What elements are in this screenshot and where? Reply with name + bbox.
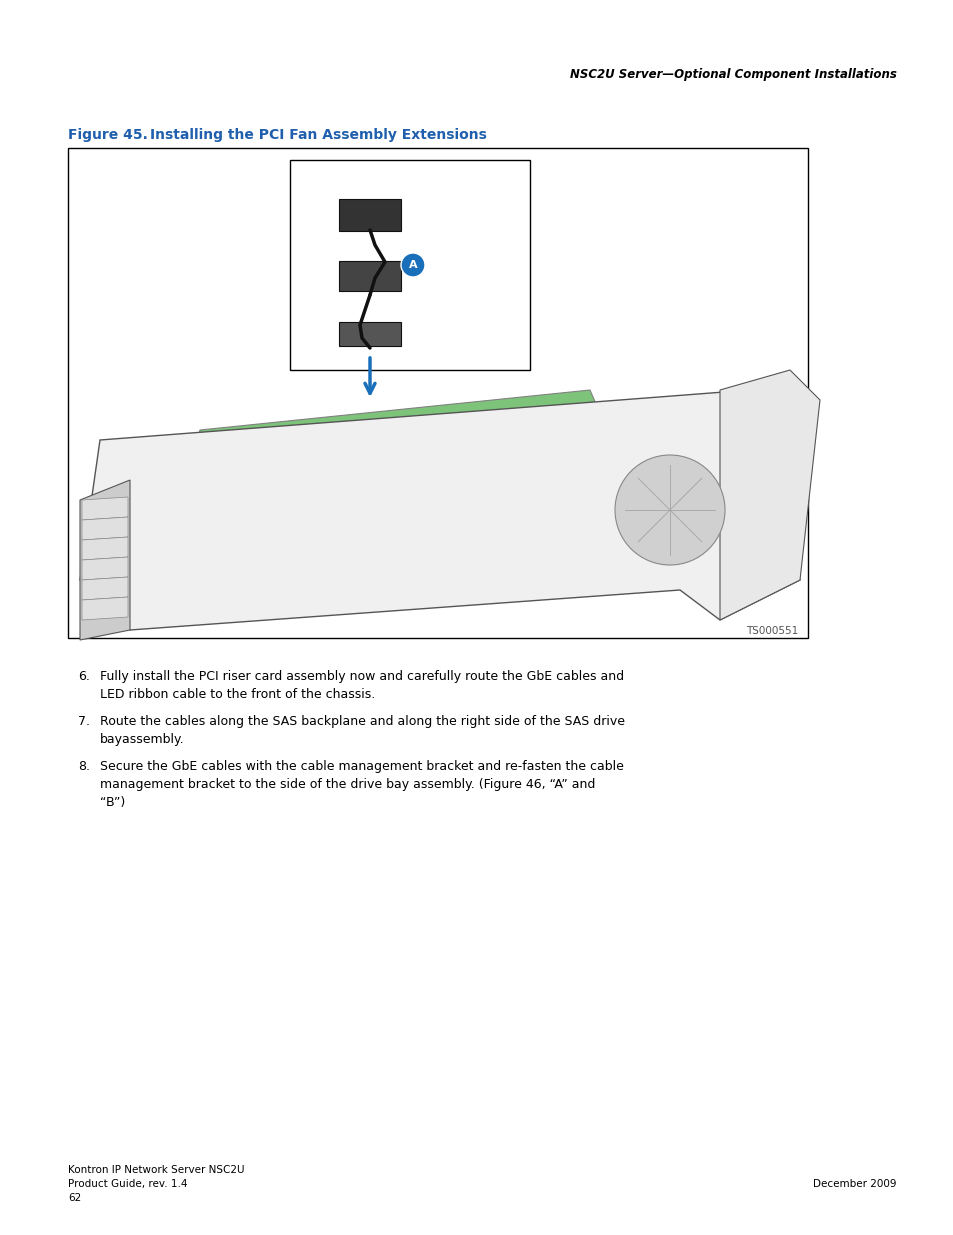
Text: Secure the GbE cables with the cable management bracket and re-fasten the cable
: Secure the GbE cables with the cable man… bbox=[100, 760, 623, 809]
Polygon shape bbox=[180, 390, 619, 500]
Text: TS000551: TS000551 bbox=[745, 626, 797, 636]
Text: 8.: 8. bbox=[78, 760, 90, 773]
Text: Fully install the PCI riser card assembly now and carefully route the GbE cables: Fully install the PCI riser card assembl… bbox=[100, 671, 623, 701]
Text: 7.: 7. bbox=[78, 715, 90, 727]
Polygon shape bbox=[82, 517, 128, 540]
FancyBboxPatch shape bbox=[68, 148, 807, 638]
FancyBboxPatch shape bbox=[338, 322, 400, 346]
Polygon shape bbox=[82, 597, 128, 620]
FancyBboxPatch shape bbox=[290, 161, 530, 370]
Text: Product Guide, rev. 1.4: Product Guide, rev. 1.4 bbox=[68, 1179, 188, 1189]
FancyBboxPatch shape bbox=[338, 199, 400, 231]
Text: 62: 62 bbox=[68, 1193, 81, 1203]
Polygon shape bbox=[82, 557, 128, 580]
Polygon shape bbox=[80, 390, 800, 630]
Text: Route the cables along the SAS backplane and along the right side of the SAS dri: Route the cables along the SAS backplane… bbox=[100, 715, 624, 746]
Polygon shape bbox=[80, 480, 130, 640]
Text: Installing the PCI Fan Assembly Extensions: Installing the PCI Fan Assembly Extensio… bbox=[150, 128, 486, 142]
Polygon shape bbox=[82, 537, 128, 559]
Text: NSC2U Server—Optional Component Installations: NSC2U Server—Optional Component Installa… bbox=[570, 68, 896, 82]
Polygon shape bbox=[82, 496, 128, 520]
Text: Kontron IP Network Server NSC2U: Kontron IP Network Server NSC2U bbox=[68, 1165, 244, 1174]
Text: A: A bbox=[408, 261, 416, 270]
Circle shape bbox=[400, 253, 424, 277]
Text: Figure 45.: Figure 45. bbox=[68, 128, 148, 142]
Text: 6.: 6. bbox=[78, 671, 90, 683]
FancyBboxPatch shape bbox=[338, 261, 400, 291]
Text: December 2009: December 2009 bbox=[813, 1179, 896, 1189]
Polygon shape bbox=[82, 577, 128, 600]
Polygon shape bbox=[720, 370, 820, 620]
Circle shape bbox=[615, 454, 724, 564]
